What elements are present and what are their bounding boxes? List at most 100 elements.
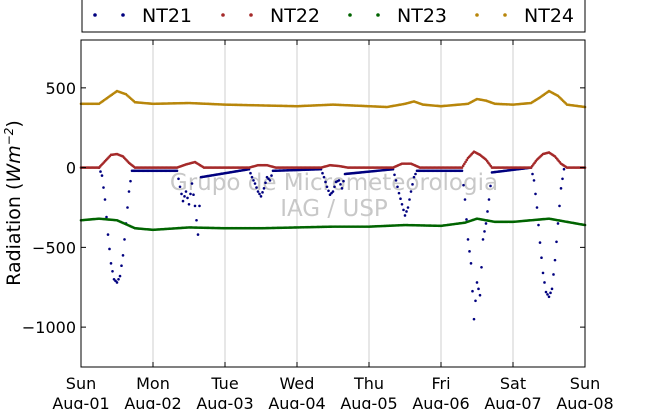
data-point [123,238,126,241]
data-point [534,192,537,196]
data-point [180,192,183,196]
data-point [183,195,186,198]
data-point [465,158,469,162]
data-point [489,184,492,188]
data-point [127,190,131,193]
data-point [253,182,257,185]
data-point [405,210,408,213]
data-point [460,169,464,173]
data-point [556,222,560,225]
data-point [543,281,546,284]
data-point [189,192,192,196]
data-point [324,180,327,184]
data-point [553,258,557,262]
series-nt22 [79,150,587,169]
data-point [460,166,464,169]
x-tick-label-day: Thu [353,374,384,393]
x-tick-label-date: Aug-03 [196,394,253,409]
data-point [544,290,548,294]
data-point [477,287,480,291]
data-point [465,218,468,221]
data-point [550,287,554,291]
data-point [397,191,401,195]
y-tick-label: −500 [32,238,76,257]
data-point [178,185,182,189]
data-point [99,170,102,173]
x-tick-label-day: Sat [500,374,526,393]
x-tick-label-date: Aug-05 [340,394,397,409]
data-point [562,167,566,171]
x-tick-label-day: Fri [431,374,450,393]
data-point [270,174,273,177]
y-tick-label: 500 [45,79,76,98]
x-tick-label-date: Aug-08 [556,394,613,409]
data-point [478,293,482,297]
series-nt21 [97,166,566,321]
series-layer [79,89,587,321]
data-point [393,173,396,177]
data-point [462,183,465,187]
legend-label: NT22 [270,5,320,27]
data-point [181,199,185,203]
data-point [547,295,551,299]
data-point [486,210,489,213]
data-point [546,293,549,296]
series-nt23 [79,217,587,232]
x-axis: SunAug-01MonAug-02TueAug-03WedAug-04ThuA… [52,40,614,409]
legend-marker [348,13,352,17]
data-point [100,174,104,177]
data-point [481,238,485,241]
data-point [555,240,558,244]
legend-frame [81,0,586,33]
legend-marker [376,13,380,17]
legend-label: NT23 [397,5,447,27]
data-point [126,206,129,209]
data-point [561,177,564,181]
data-point [187,203,191,206]
legend-marker [221,13,225,17]
data-point [399,197,402,201]
data-point [461,164,465,167]
x-tick-label-day: Sun [66,374,96,393]
y-axis-label: Radiation (Wm−2) [2,120,25,286]
data-point [409,190,413,193]
data-point [532,179,536,182]
x-tick-label-day: Mon [136,374,170,393]
data-point [325,185,329,189]
data-point [256,190,260,193]
legend-label: NT21 [142,5,192,27]
data-point [396,185,399,189]
data-point [261,191,264,194]
data-point [121,254,125,257]
data-point [175,169,179,173]
data-point [333,185,336,189]
data-point [105,215,108,219]
plot-frame [80,39,586,368]
x-tick-label-date: Aug-04 [268,394,325,409]
data-point [102,186,105,189]
data-point [106,233,110,236]
data-point [406,206,410,209]
data-point [327,189,330,193]
data-point [264,181,267,185]
data-point [537,223,540,227]
data-point [259,195,263,198]
data-point [249,171,252,175]
data-point [394,179,398,182]
data-point [400,203,404,206]
x-tick-label-day: Sun [570,374,600,393]
x-tick-label-day: Wed [280,374,315,393]
data-point [463,198,467,201]
data-point [190,182,194,185]
data-point [483,230,486,233]
data-point [531,172,534,176]
data-point [342,179,345,183]
data-point [255,186,258,189]
data-point [250,175,254,179]
data-point [339,183,342,186]
data-point [484,222,488,225]
series-nt24 [79,89,587,109]
y-axis-unit: Wm [3,145,25,182]
data-point [538,241,542,244]
